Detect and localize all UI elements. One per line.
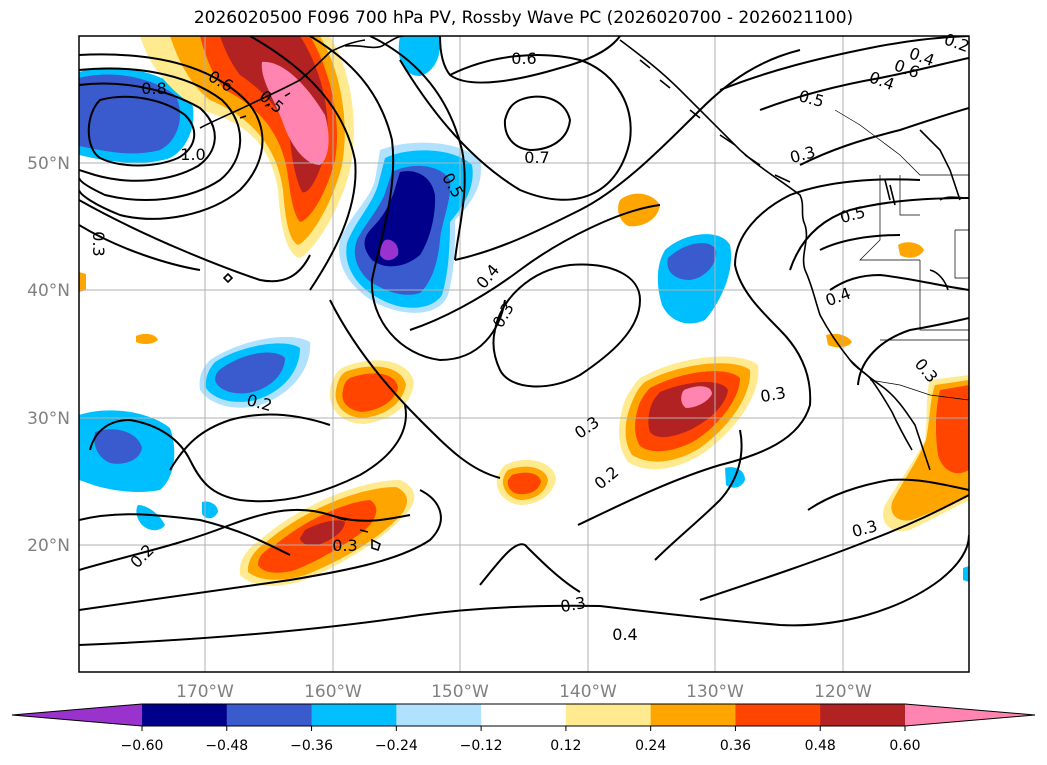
negative-anomaly-subtropical-west (199, 336, 311, 408)
lat-label: 50°N (27, 154, 70, 174)
colorbar-extension-low (12, 704, 142, 726)
positive-anomaly-small (496, 459, 556, 505)
positive-anomaly-dot-5 (79, 272, 86, 292)
contour-label: 0.8 (141, 79, 166, 98)
lon-label: 170°W (176, 682, 234, 702)
colorbar-segment (396, 704, 482, 726)
lon-label: 140°W (559, 682, 617, 702)
colorbar-tick-label: 0.24 (635, 738, 666, 754)
longitude-labels: 170°W 160°W 150°W 140°W 130°W 120°W (176, 682, 872, 702)
political-boundaries (834, 109, 969, 401)
colorbar-tick-label: 0.48 (805, 738, 836, 754)
contour-label: 1.0 (180, 145, 205, 164)
lon-label: 130°W (686, 682, 744, 702)
colorbar-segment (735, 704, 821, 726)
colorbar-segment (820, 704, 906, 726)
colorbar-tick-label: −0.24 (375, 738, 418, 754)
colorbar-segment (565, 704, 652, 726)
contour-label: 0.3 (332, 536, 357, 555)
colorbar-tick-label: −0.36 (290, 738, 333, 754)
pv-contours (79, 36, 969, 646)
colorbar-extension-high (905, 704, 1035, 726)
lat-label: 30°N (27, 409, 70, 429)
contour-label: 0.6 (511, 49, 536, 68)
contour-label: 0.3 (759, 383, 787, 406)
contour-label: 0.7 (524, 148, 549, 167)
contour-label: 0.4 (612, 625, 637, 644)
plot-area (79, 36, 969, 672)
lon-label: 160°W (304, 682, 362, 702)
negative-anomaly-east-pacific (657, 234, 732, 324)
colorbar-tick-label: −0.60 (121, 738, 164, 754)
lat-label: 20°N (27, 536, 70, 556)
map-title: 2026020500 F096 700 hPa PV, Rossby Wave … (193, 8, 854, 28)
negative-anomaly-southwest (79, 36, 969, 582)
lat-label: 40°N (27, 281, 70, 301)
colorbar-tick-label: −0.12 (460, 738, 503, 754)
positive-anomaly-east-subtropic (619, 356, 759, 470)
positive-anomaly-dot-2 (898, 242, 924, 258)
colorbar-segment (650, 704, 736, 726)
colorbar-tick-label: 0.12 (550, 738, 581, 754)
latitude-labels: 50°N 40°N 30°N 20°N (27, 154, 70, 556)
contour-label: 0.3 (559, 593, 587, 616)
positive-anomaly-gulf-alaska (140, 36, 354, 258)
colorbar-segment (142, 704, 228, 726)
contour-label: 0.3 (89, 231, 108, 256)
colorbar-segment (311, 704, 397, 726)
colorbar-segment (481, 704, 567, 726)
colorbar-segment (226, 704, 313, 726)
map-frame (78, 35, 970, 673)
positive-anomaly-central-subtropic (329, 360, 414, 424)
lon-label: 150°W (431, 682, 489, 702)
negative-anomaly-aleutian (79, 67, 194, 163)
colorbar-tick-label: 0.60 (889, 738, 920, 754)
lon-label: 120°W (814, 682, 872, 702)
colorbar-tick-label: 0.36 (720, 738, 751, 754)
positive-anomaly-dot-4 (136, 333, 158, 345)
colorbar: −0.60 −0.48 −0.36 −0.24 −0.12 0.12 0.24 0.36 0.4… (11, 703, 1036, 754)
colorbar-tick-label: −0.48 (205, 738, 248, 754)
